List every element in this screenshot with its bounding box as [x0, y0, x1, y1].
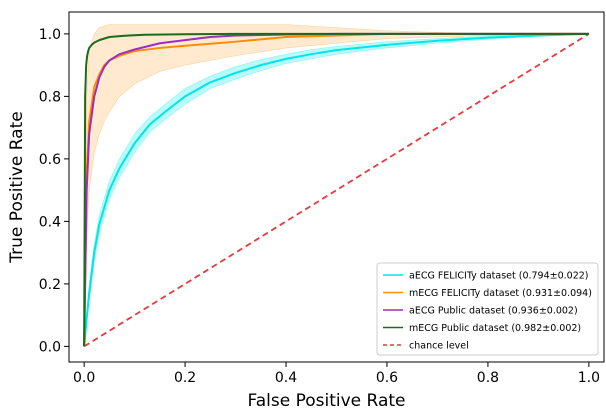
- legend: aECG FELICITy dataset (0.794±0.022) mECG …: [376, 262, 599, 356]
- y-tick-label-4: 0.8: [39, 89, 61, 105]
- y-tick-label-3: 0.6: [39, 152, 61, 168]
- legend-label-chance-level: chance level: [409, 341, 469, 352]
- chance-level-line: [83, 33, 590, 348]
- y-tick-label-2: 0.4: [39, 214, 61, 230]
- y-tick-label-5: 1.0: [39, 27, 61, 43]
- legend-box: [376, 262, 599, 356]
- y-axis-label: True Positive Rate: [7, 111, 27, 263]
- y-tick-label-1: 0.2: [39, 277, 61, 293]
- x-tick-label-5: 1.0: [578, 370, 600, 386]
- legend-label-series-2: aECG Public dataset (0.936±0.002): [409, 306, 578, 317]
- legend-label-series-1: mECG FELICITy dataset (0.931±0.094): [409, 288, 592, 299]
- plot-frame: [68, 11, 605, 363]
- series-line-0: [83, 32, 589, 347]
- series-line-3: [83, 32, 589, 347]
- axes: 0.0 0.2 0.4 0.6 0.8 1.0 0.0 0.2 0.4 0.6 0.8 1.0 Fals…: [7, 11, 605, 411]
- legend-label-series-3: mECG Public dataset (0.982±0.002): [409, 323, 581, 334]
- x-tick-label-3: 0.6: [376, 370, 398, 386]
- x-tick-label-2: 0.4: [275, 370, 297, 386]
- x-axis-label: False Positive Rate: [248, 391, 406, 411]
- y-tick-label-0: 0.0: [39, 339, 61, 355]
- series-lines: [83, 32, 590, 348]
- legend-label-series-0: aECG FELICITy dataset (0.794±0.022): [409, 271, 589, 282]
- x-tick-label-4: 0.8: [477, 370, 499, 386]
- series-line-1: [83, 32, 589, 347]
- x-tick-label-0: 0.0: [73, 370, 95, 386]
- x-tick-label-1: 0.2: [174, 370, 196, 386]
